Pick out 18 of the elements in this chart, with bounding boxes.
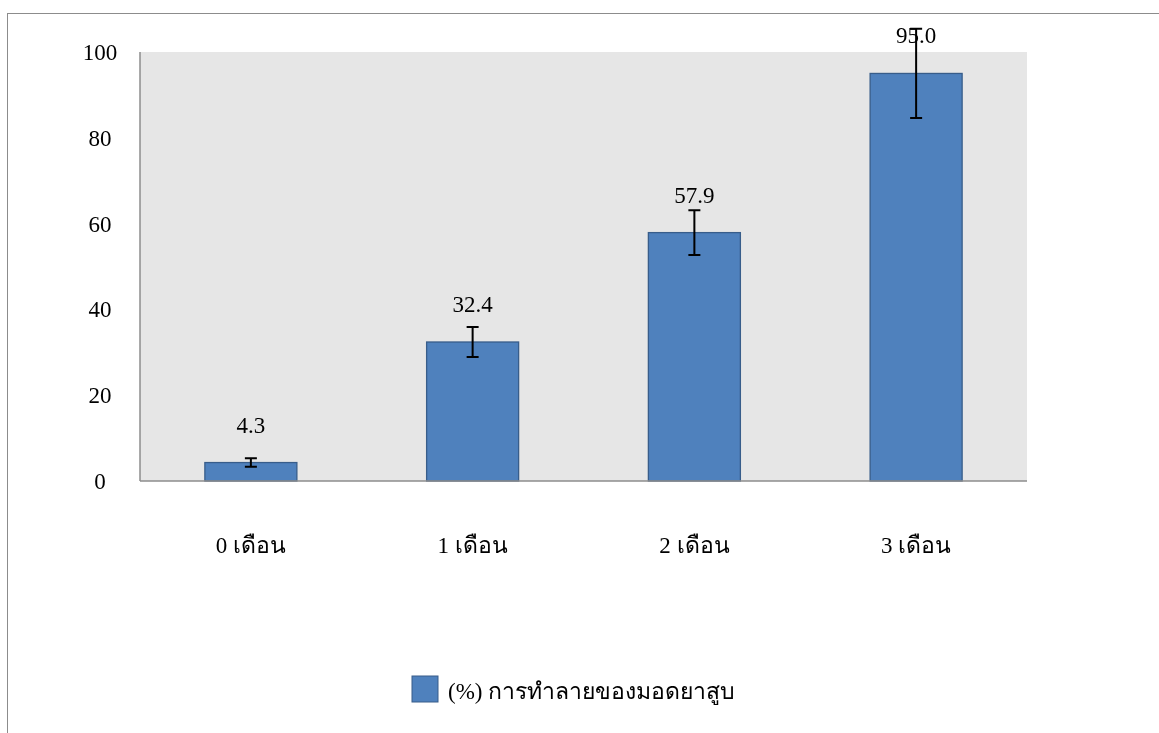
y-tick-label: 20 [88, 383, 112, 409]
y-tick-label: 100 [82, 40, 118, 65]
data-label: 57.9 [674, 182, 715, 208]
bar [204, 461, 298, 482]
x-tick-label: 2 เดือน [659, 533, 730, 558]
legend-label: (%) การทำลายของมอดยาสูบ [448, 679, 736, 705]
y-tick-label: 40 [88, 297, 112, 323]
data-label: 32.4 [452, 292, 494, 317]
bar [869, 72, 963, 482]
y-tick-label: 60 [88, 211, 112, 237]
y-tick-label: 0 [94, 469, 106, 494]
bar [425, 341, 520, 482]
data-label: 4.3 [236, 412, 266, 438]
x-tick-label: 0 เดือน [215, 533, 286, 558]
x-tick-label: 1 เดือน [437, 533, 508, 558]
bar [647, 231, 742, 482]
y-tick-label: 80 [88, 125, 112, 151]
x-tick-label: 3 เดือน [881, 533, 952, 558]
